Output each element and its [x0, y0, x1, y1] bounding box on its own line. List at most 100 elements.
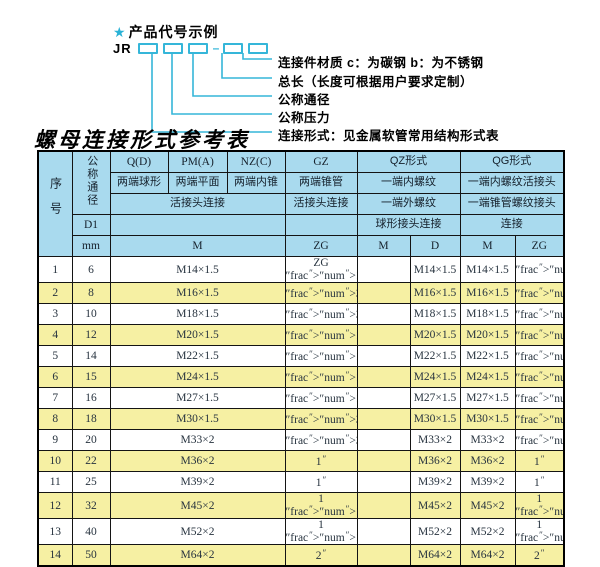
table-row: 11 25 M39×2 1″ M39×2 M39×2 1″ [37, 471, 565, 494]
header-m1: M [109, 235, 286, 257]
cell-qg_m: M24×1.5 [459, 366, 516, 389]
cell-no: 2 [37, 282, 73, 305]
header-row-2: 两端球形 两端平面 两端内锥 两端锥管 一端内螺纹 一端内螺纹活接头 [38, 172, 565, 194]
cell-qz_m [356, 387, 411, 410]
cell-no: 4 [37, 324, 73, 347]
cell-zg: ″frac″>″num″>1″den″>2″ [284, 345, 358, 368]
cell-qz_m [356, 408, 411, 431]
cell-dn: 10 [71, 303, 111, 326]
cell-qg_zg: ″frac″>″num″>1″den″>4″ [514, 255, 565, 284]
cell-qz_d: M27×1.5 [409, 387, 461, 410]
star-icon: ★ [113, 24, 127, 40]
code-line: JR – [113, 40, 273, 56]
header-row-4: D1 球形接头连接 连接 [38, 214, 565, 236]
table-row: 14 50 M64×2 2″ M64×2 M64×2 2″ [37, 544, 565, 567]
cell-qz_d: M39×2 [409, 471, 461, 494]
header-zg1: ZG [284, 235, 358, 257]
cell-no: 1 [37, 255, 73, 284]
code-box-2 [162, 42, 183, 54]
header-col-qg: QG形式 [459, 150, 565, 173]
cell-zg: ″frac″>″num″>1″den″>2″ [284, 366, 358, 389]
cell-qz_m [356, 471, 411, 494]
cell-qz_m [356, 303, 411, 326]
cell-m: M64×2 [109, 544, 286, 567]
cell-zg: ″frac″>″num″>3″den″>4″ [284, 408, 358, 431]
code-box-3 [187, 42, 208, 54]
cell-qz_d: M24×1.5 [409, 366, 461, 389]
cell-m: M16×1.5 [109, 282, 286, 305]
cell-m: M52×2 [109, 518, 286, 546]
cell-dn: 22 [71, 450, 111, 473]
cell-no: 10 [37, 450, 73, 473]
cell-m: M45×2 [109, 492, 286, 520]
cell-m: M30×1.5 [109, 408, 286, 431]
cell-no: 14 [37, 544, 73, 567]
cell-no: 11 [37, 471, 73, 494]
cell-no: 13 [37, 518, 73, 546]
cell-zg: 2″ [284, 544, 358, 567]
cell-zg: ″frac″>″num″>3″den″>8″ [284, 282, 358, 305]
cell-qg_zg: ″frac″>″num″>3″den″>4″ [514, 429, 565, 452]
cell-m: M33×2 [109, 429, 286, 452]
cell-qg_m: M36×2 [459, 450, 516, 473]
cell-m: M20×1.5 [109, 324, 286, 347]
cell-qg_m: M27×1.5 [459, 387, 516, 410]
nut-connection-table: 序号 公称通径 Q(D) PM(A) NZ(C) GZ QZ形式 QG形式 两端… [37, 150, 565, 567]
header-gz-live-joint: 活接头连接 [284, 193, 358, 215]
header-empty-2 [284, 214, 358, 236]
cell-no: 6 [37, 366, 73, 389]
cell-dn: 12 [71, 324, 111, 347]
cell-qz_d: M64×2 [409, 544, 461, 567]
cell-qz_d: M18×1.5 [409, 303, 461, 326]
header-row-1: 序号 公称通径 Q(D) PM(A) NZ(C) GZ QZ形式 QG形式 [37, 150, 565, 257]
cell-qg_m: M16×1.5 [459, 282, 516, 305]
cell-qg_zg: ″frac″>″num″>1″den″>2″ [514, 387, 565, 410]
code-dash: – [212, 40, 220, 55]
cell-qz_d: M36×2 [409, 450, 461, 473]
cell-qz_d: M45×2 [409, 492, 461, 520]
cell-m: M22×1.5 [109, 345, 286, 368]
cell-qg_m: M45×2 [459, 492, 516, 520]
cell-qg_m: M64×2 [459, 544, 516, 567]
header-d: D [409, 235, 461, 257]
header-xuhao: 序号 [37, 150, 73, 257]
cell-qg_m: M18×1.5 [459, 303, 516, 326]
code-box-5 [248, 42, 269, 54]
table-row: 10 22 M36×2 1″ M36×2 M36×2 1″ [37, 450, 565, 473]
header-qz-desc2: 一端外螺纹 [356, 193, 461, 215]
cell-m: M39×2 [109, 471, 286, 494]
header-col-q: Q(D) [109, 150, 169, 173]
cell-qz_d: M16×1.5 [409, 282, 461, 305]
cell-qz_m [356, 518, 411, 546]
table-row: 28M16×1.5″frac″>″num″>3″den″>8″M16×1.5M1… [37, 282, 565, 305]
cell-dn: 8 [71, 282, 111, 305]
cell-zg: 1 ″frac″>″num″>1″den″>4″ [284, 492, 358, 520]
label-length: 总长（长度可根据用户要求定制） [278, 75, 474, 89]
cell-qz_m [356, 544, 411, 567]
header-col-nz: NZ(C) [226, 150, 286, 173]
cell-qz_m [356, 282, 411, 305]
table-row: 716M27×1.5″frac″>″num″>1″den″>2″M27×1.5M… [37, 387, 565, 410]
cell-m: M14×1.5 [109, 255, 286, 284]
cell-no: 8 [37, 408, 73, 431]
table-row: 920M33×2″frac″>″num″>3″den″>4″M33×2M33×2… [37, 429, 565, 452]
cell-zg: ″frac″>″num″>1″den″>2″ [284, 324, 358, 347]
cell-qg_zg: 1″ [514, 450, 565, 473]
cell-qg_zg: 1 ″frac″>″num″>1″den″>4″ [514, 492, 565, 520]
header-tongjing: 公称通径 [71, 150, 111, 215]
cell-qg_m: M33×2 [459, 429, 516, 452]
label-material: 连接件材质 c：为碳钢 b：为不锈钢 [278, 56, 484, 70]
label-connection: 连接形式：见金属软管常用结构形式表 [278, 129, 500, 143]
cell-qz_m [356, 429, 411, 452]
header-m3: M [459, 235, 516, 257]
table-row: 514M22×1.5″frac″>″num″>1″den″>2″M22×1.5M… [37, 345, 565, 368]
cell-zg: 1″ [284, 471, 358, 494]
cell-zg: ″frac″>″num″>1″den″>2″ [284, 387, 358, 410]
cell-qz_m [356, 324, 411, 347]
cell-dn: 40 [71, 518, 111, 546]
cell-qg_zg: 1″ [514, 471, 565, 494]
cell-no: 9 [37, 429, 73, 452]
cell-qz_d: M30×1.5 [409, 408, 461, 431]
cell-no: 7 [37, 387, 73, 410]
